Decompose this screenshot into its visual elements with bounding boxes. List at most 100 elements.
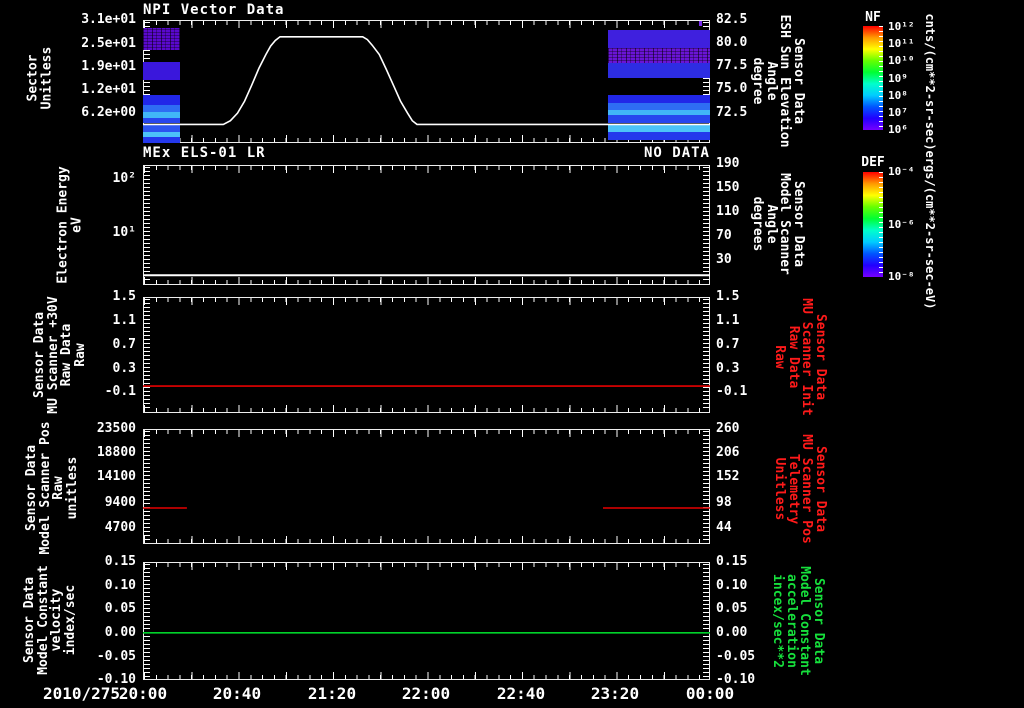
y-tick-label: 6.2e+00	[81, 105, 136, 120]
x-ticks-bottom	[144, 405, 709, 412]
y-tick-label: 4700	[104, 520, 136, 535]
y-tick-label: -0.1	[716, 384, 748, 399]
x-tick-label: 21:20	[307, 684, 357, 703]
x-ticks-top	[144, 298, 709, 305]
y-tick-label: 75.0	[716, 81, 748, 96]
y-tick-label: -0.1	[104, 384, 136, 399]
y-tick-label: 1.1	[112, 313, 136, 328]
y-tick-label: 3.1e+01	[81, 12, 136, 27]
colorbar-nf	[863, 26, 883, 130]
y-tick-label: 110	[716, 204, 740, 219]
y-tick-label: -0.10	[96, 672, 136, 687]
panel1-right-axis-label: Sensor Data ESH Sun Elevation Angle degr…	[750, 14, 807, 148]
y-tick-label: 9400	[104, 495, 136, 510]
y-tick-label: -0.10	[716, 672, 756, 687]
x-tick-label: 20:40	[212, 684, 262, 703]
heatmap-stripe	[143, 62, 181, 80]
y-tick-label: 23500	[96, 421, 136, 436]
y-ticks-left	[144, 564, 150, 678]
y-ticks-right	[703, 167, 709, 283]
y-ticks-right	[703, 431, 709, 542]
y-tick-label: 0.00	[716, 625, 748, 640]
x-tick-label: 22:40	[496, 684, 546, 703]
heatmap-stripe	[607, 103, 710, 110]
x-tick-label: 23:20	[590, 684, 640, 703]
colorbar-tick: 10⁷	[888, 106, 908, 119]
y-ticks-left	[144, 167, 150, 283]
y-tick-label: 0.7	[112, 337, 136, 352]
colorbar-tick: 10⁻⁶	[888, 218, 915, 231]
panel2-title: MEx ELS-01 LR	[143, 145, 266, 161]
y-tick-label: 1.9e+01	[81, 59, 136, 74]
colorbar-nf-unit: cnts/(cm**2-sr-sec)	[923, 13, 937, 151]
panel-model-scanner-pos	[143, 429, 710, 544]
y-tick-label: -0.05	[96, 649, 136, 664]
y-tick-label: 44	[716, 520, 732, 535]
x-ticks-bottom	[144, 672, 709, 679]
heatmap-stripe	[607, 95, 710, 103]
x-tick-label: 00:00	[685, 684, 735, 703]
heatmap-stripe	[607, 48, 710, 63]
x-ticks-top	[144, 166, 709, 173]
heatmap-stripe	[607, 115, 710, 123]
panel-mu-scanner-30v	[143, 297, 710, 413]
y-tick-label: 1.2e+01	[81, 82, 136, 97]
heatmap-stripe	[143, 118, 181, 123]
colorbar-tick: 10¹¹	[888, 37, 915, 50]
y-tick-label: 1.5	[716, 289, 740, 304]
x-ticks-top	[144, 430, 709, 437]
x-ticks-bottom	[144, 536, 709, 543]
panel-mex-els	[143, 165, 710, 285]
y-tick-label: 0.05	[104, 601, 136, 616]
colorbar-tick: 10⁸	[888, 89, 908, 102]
y-tick-label: 190	[716, 156, 740, 171]
y-tick-label: 80.0	[716, 35, 748, 50]
y-tick-label: 14100	[96, 469, 136, 484]
y-tick-label: 98	[716, 495, 732, 510]
y-tick-label: 0.10	[716, 578, 748, 593]
y-tick-label: 260	[716, 421, 740, 436]
y-tick-label: 1.1	[716, 313, 740, 328]
y-tick-label: 18800	[96, 445, 136, 460]
y-ticks-left	[144, 431, 150, 542]
heatmap-stripe	[143, 28, 181, 50]
y-tick-label: 0.3	[716, 361, 740, 376]
y-tick-label: 152	[716, 469, 740, 484]
colorbar-tick: 10⁹	[888, 72, 908, 85]
panel1-title: NPI Vector Data	[143, 2, 285, 18]
y-tick-label: 10¹	[112, 225, 136, 240]
y-tick-label: 0.00	[104, 625, 136, 640]
y-tick-label: 0.7	[716, 337, 740, 352]
y-tick-label: 82.5	[716, 12, 748, 27]
x-ticks-top	[144, 21, 709, 28]
heatmap-stripe	[143, 105, 181, 112]
y-tick-label: 10²	[112, 171, 136, 186]
heatmap-stripe	[143, 137, 181, 143]
y-tick-label: -0.05	[716, 649, 756, 664]
y-tick-label: 2.5e+01	[81, 36, 136, 51]
y-tick-label: 70	[716, 228, 732, 243]
heatmap-stripe	[143, 132, 181, 137]
colorbar-tick: 10⁶	[888, 123, 908, 136]
colorbar-tick: 10⁻⁴	[888, 165, 915, 178]
heatmap-stripe	[143, 125, 181, 132]
y-ticks-right	[703, 564, 709, 678]
colorbar-tick: 10¹²	[888, 20, 915, 33]
colorbar-nf-title: NF	[865, 10, 881, 25]
colorbar-def-title: DEF	[861, 155, 885, 170]
y-tick-label: 30	[716, 252, 732, 267]
x-tick-label: 22:00	[401, 684, 451, 703]
heatmap-stripe	[607, 63, 710, 78]
colorbar-tick: 10⁻⁸	[888, 270, 915, 283]
y-tick-label: 0.15	[104, 554, 136, 569]
heatmap-stripe	[698, 21, 703, 26]
y-tick-label: 0.05	[716, 601, 748, 616]
colorbar-def-unit: ergs/(cm**2-sr-sec-eV)	[923, 150, 937, 310]
y-ticks-right	[703, 299, 709, 411]
y-ticks-left	[144, 299, 150, 411]
x-ticks-bottom	[144, 277, 709, 284]
colorbar-def	[863, 172, 883, 277]
y-tick-label: 77.5	[716, 58, 748, 73]
y-tick-label: 1.5	[112, 289, 136, 304]
